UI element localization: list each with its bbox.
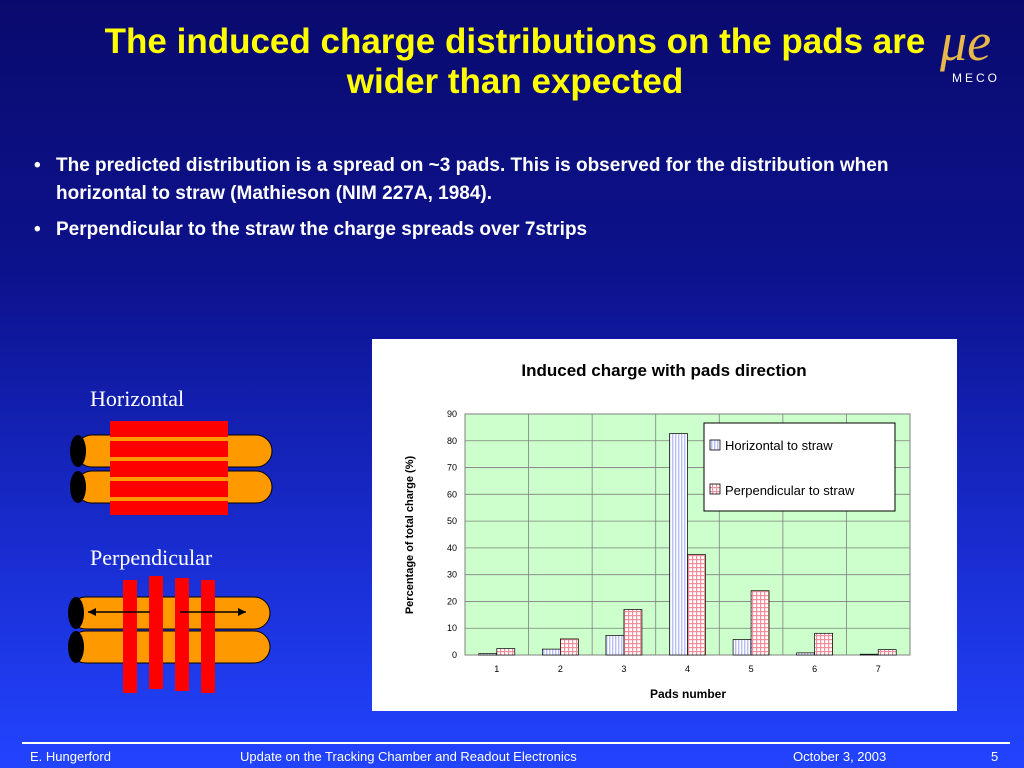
- straw-tube: [69, 630, 271, 664]
- x-tick-label: 6: [812, 664, 817, 674]
- arrow-head: [238, 608, 246, 616]
- y-tick-label: 60: [447, 489, 457, 499]
- bullet-list: • The predicted distribution is a spread…: [34, 152, 934, 252]
- perpendicular-label: Perpendicular: [90, 545, 213, 570]
- bar-horizontal-to-straw: [542, 648, 561, 656]
- y-tick-label: 80: [447, 436, 457, 446]
- legend-swatch-horizontal: [709, 439, 721, 451]
- x-tick-label: 2: [558, 664, 563, 674]
- chart-title: Induced charge with pads direction: [521, 361, 806, 380]
- bar-horizontal-to-straw: [859, 653, 879, 656]
- y-tick-label: 50: [447, 516, 457, 526]
- y-tick-label: 20: [447, 596, 457, 606]
- x-tick-label: 1: [494, 664, 499, 674]
- logo-text: MECO: [952, 71, 1000, 85]
- horizontal-straw-diagram: [70, 421, 273, 515]
- perpendicular-straw-diagram: [68, 576, 271, 693]
- pad-strip: [201, 580, 215, 693]
- bar-horizontal-to-straw: [669, 433, 688, 656]
- legend-box: [703, 422, 896, 512]
- pad-strip: [110, 481, 228, 497]
- bar-perpendicular-to-straw: [750, 590, 770, 656]
- y-axis-label: Percentage of total charge (%): [404, 456, 416, 615]
- bar-perpendicular-to-straw: [623, 609, 643, 656]
- bar-horizontal-to-straw: [605, 635, 625, 656]
- straw-end: [70, 471, 86, 503]
- legend-label-perpendicular: Perpendicular to straw: [725, 483, 855, 498]
- chart-container: Induced charge with pads direction 0 10 20…: [372, 339, 957, 711]
- bullet-text-1: The predicted distribution is a spread o…: [56, 155, 889, 204]
- bar-perpendicular-to-straw: [560, 638, 579, 656]
- x-axis-label: Pads number: [650, 687, 726, 701]
- pad-strip: [110, 421, 228, 437]
- slide-title: The induced charge distributions on the …: [104, 22, 926, 101]
- y-tick-label: 30: [447, 570, 457, 580]
- straw-end: [68, 597, 84, 629]
- y-tick-label: 10: [447, 623, 457, 633]
- x-tick-label: 5: [749, 664, 754, 674]
- legend-swatch-perpendicular: [709, 483, 721, 495]
- x-tick-label: 3: [621, 664, 626, 674]
- pad-strip: [175, 578, 189, 691]
- legend: Horizontal to straw Perpendicular to str…: [703, 422, 896, 512]
- bar-horizontal-to-straw: [732, 639, 752, 656]
- bar-horizontal-to-straw: [478, 653, 498, 656]
- bar-perpendicular-to-straw: [687, 554, 706, 656]
- straw-end: [70, 435, 86, 467]
- meco-logo: μe MECO: [939, 12, 1000, 85]
- bar-chart: Induced charge with pads direction 0 10 20…: [404, 361, 911, 701]
- arrow-head: [88, 608, 96, 616]
- pad-strip: [110, 461, 228, 477]
- bullet-marker: •: [34, 155, 41, 176]
- y-tick-label: 70: [447, 463, 457, 473]
- pad-strip: [149, 576, 163, 689]
- horizontal-label: Horizontal: [90, 386, 185, 411]
- footer-page-number: 5: [991, 749, 999, 764]
- y-tick-label: 40: [447, 543, 457, 553]
- bullet-item: • Perpendicular to the straw the charge …: [34, 216, 934, 244]
- y-tick-label: 0: [452, 650, 457, 660]
- y-tick-label: 90: [447, 409, 457, 419]
- footer-date: October 3, 2003: [793, 749, 887, 764]
- logo-symbol: μe: [939, 12, 991, 72]
- bar-perpendicular-to-straw: [877, 649, 897, 656]
- footer-divider: [22, 742, 1010, 744]
- bar-horizontal-to-straw: [796, 652, 815, 656]
- bar-perpendicular-to-straw: [496, 648, 516, 656]
- bullet-item: • The predicted distribution is a spread…: [34, 152, 934, 208]
- legend-label-horizontal: Horizontal to straw: [725, 438, 833, 453]
- pad-strip: [123, 580, 137, 693]
- footer-author: E. Hungerford: [30, 749, 111, 764]
- bullet-text-2: Perpendicular to the straw the charge sp…: [56, 219, 588, 240]
- pad-strip: [110, 441, 228, 457]
- bullet-marker: •: [34, 219, 41, 240]
- footer-talk-title: Update on the Tracking Chamber and Reado…: [240, 749, 577, 764]
- pad-strip: [110, 501, 228, 515]
- bar-perpendicular-to-straw: [814, 632, 833, 656]
- x-tick-label: 7: [876, 664, 881, 674]
- straw-end: [68, 631, 84, 663]
- x-tick-label: 4: [685, 664, 690, 674]
